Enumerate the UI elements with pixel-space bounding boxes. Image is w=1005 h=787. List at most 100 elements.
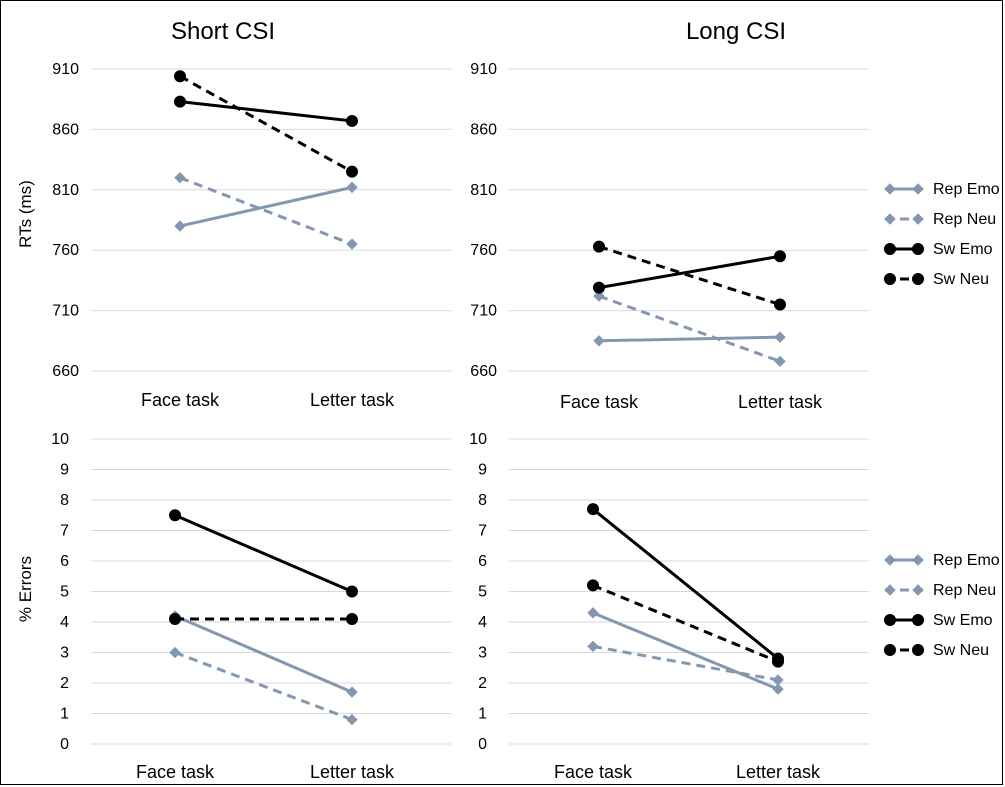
y-tick-label: 910 — [470, 61, 497, 78]
y-tick-label: 810 — [52, 182, 79, 199]
series-line — [598, 254, 781, 290]
series-line — [598, 294, 781, 363]
data-point — [774, 298, 786, 311]
data-point — [593, 335, 605, 347]
legend-item-rep-neu: Rep Neu — [884, 582, 996, 599]
y-tick-label: 910 — [52, 61, 79, 78]
data-point — [346, 238, 358, 250]
series-line — [179, 100, 353, 123]
y-tick-label: 0 — [478, 736, 487, 753]
y-tick-label: 2 — [60, 675, 69, 692]
data-point — [346, 686, 358, 698]
series-rep-emo — [587, 607, 784, 695]
x-tick-label: Letter task — [738, 392, 823, 412]
y-tick-label: 810 — [470, 182, 497, 199]
chart-title: Long CSI — [686, 18, 786, 45]
y-tick-label: 860 — [470, 121, 497, 138]
legend-item-sw-neu: Sw Neu — [884, 271, 989, 288]
y-tick-label: 660 — [470, 363, 497, 380]
series-rep-neu — [587, 640, 784, 686]
legend-item-rep-emo: Rep Emo — [884, 552, 1000, 569]
series-rep-emo — [174, 181, 358, 232]
y-axis-label: % Errors — [16, 556, 35, 622]
y-tick-label: 2 — [478, 675, 487, 692]
legend-item-rep-emo: Rep Emo — [884, 181, 1000, 198]
legend-marker — [912, 554, 924, 566]
data-point — [774, 355, 786, 368]
data-point — [169, 509, 181, 522]
series-line — [179, 74, 353, 173]
y-tick-label: 6 — [478, 553, 487, 570]
data-point — [346, 165, 358, 178]
data-point — [174, 70, 186, 83]
series-sw-neu — [174, 70, 358, 178]
series-sw-emo — [169, 509, 358, 598]
y-tick-label: 710 — [470, 303, 497, 320]
legend-marker — [912, 644, 924, 656]
series-sw-neu — [169, 612, 358, 625]
series-rep-neu — [169, 646, 358, 726]
x-tick-label: Face task — [560, 392, 639, 412]
y-tick-label: 5 — [60, 584, 69, 601]
series-rep-neu — [174, 172, 358, 250]
series-line — [179, 185, 353, 228]
y-tick-label: 3 — [478, 645, 487, 662]
y-tick-label: 4 — [60, 614, 69, 631]
data-point — [593, 240, 605, 253]
legend-marker — [884, 213, 896, 225]
data-point — [772, 674, 784, 686]
data-point — [346, 114, 358, 127]
chart-panel-2: 660 710 760 810 860 910 Face task Letter task Lo… — [470, 18, 1000, 412]
series-line — [174, 614, 353, 694]
data-point — [346, 612, 358, 625]
x-tick-label: Face task — [136, 762, 215, 782]
legend-label: Rep Neu — [933, 582, 996, 599]
legend-marker — [912, 183, 924, 195]
x-tick-label: Letter task — [310, 390, 395, 410]
legend-marker — [884, 273, 896, 285]
x-tick-label: Face task — [554, 762, 633, 782]
legend-label: Sw Emo — [933, 241, 993, 258]
y-tick-label: 660 — [52, 363, 79, 380]
data-point — [772, 655, 784, 668]
data-point — [587, 640, 599, 653]
y-tick-label: 5 — [478, 584, 487, 601]
data-point — [772, 683, 784, 695]
series-line — [598, 335, 781, 343]
series-line — [174, 651, 353, 722]
legend-label: Sw Neu — [933, 642, 989, 659]
y-tick-label: 8 — [478, 492, 487, 509]
y-tick-label: 0 — [60, 736, 69, 753]
chart-panel-3: 0 1 2 3 4 5 6 7 8 9 10 Face task Letter task % Errors — [16, 431, 451, 782]
y-axis-label: RTs (ms) — [16, 180, 35, 248]
y-tick-label: 710 — [52, 303, 79, 320]
data-point — [346, 181, 358, 194]
data-point — [587, 503, 599, 516]
legend-marker — [884, 554, 896, 566]
data-point — [587, 607, 599, 619]
series-sw-neu — [587, 579, 784, 668]
series-sw-emo — [174, 95, 358, 127]
series-line — [179, 176, 353, 246]
legend-item-sw-emo: Sw Emo — [884, 241, 993, 258]
legend-marker — [912, 614, 924, 626]
series-line — [592, 611, 779, 691]
legend-marker — [912, 273, 924, 285]
series-sw-emo — [593, 250, 786, 294]
series-line — [592, 584, 779, 664]
data-point — [593, 281, 605, 294]
legend-marker — [912, 584, 924, 596]
y-tick-label: 760 — [52, 242, 79, 259]
x-tick-label: Face task — [141, 390, 220, 410]
series-sw-neu — [593, 240, 786, 311]
data-point — [174, 172, 186, 184]
y-tick-label: 1 — [60, 706, 69, 723]
series-line — [598, 245, 781, 306]
legend-item-rep-neu: Rep Neu — [884, 211, 996, 228]
legend-marker — [912, 243, 924, 255]
series-rep-emo — [593, 331, 786, 347]
y-tick-label: 9 — [478, 462, 487, 479]
